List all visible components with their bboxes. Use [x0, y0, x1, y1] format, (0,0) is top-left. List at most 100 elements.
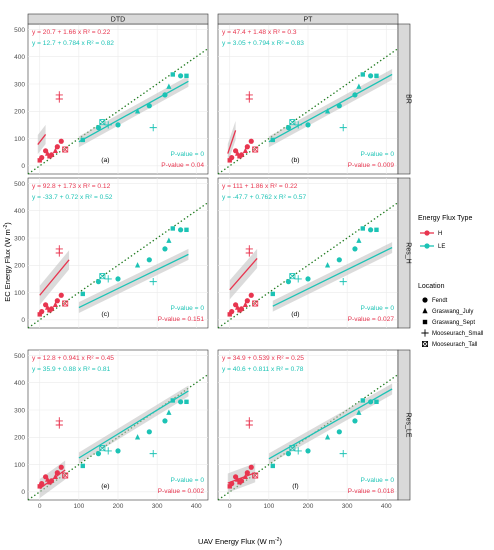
x-tick-label: 300	[342, 503, 353, 510]
one-to-one-line	[217, 48, 399, 175]
x-tick-label: 100	[263, 503, 274, 510]
data-point-H	[242, 473, 248, 480]
y-tick-label: 200	[14, 435, 25, 442]
data-point-LE	[352, 246, 358, 252]
panel-label: (b)	[291, 157, 299, 164]
data-point-H	[248, 138, 254, 144]
panel-label: (d)	[291, 311, 299, 318]
data-point-H	[227, 484, 232, 489]
y-tick-label: 100	[14, 462, 25, 469]
panel-label: (c)	[101, 311, 109, 318]
data-point-LE	[374, 399, 379, 405]
column-strip	[27, 13, 209, 25]
data-point-H	[54, 298, 60, 304]
fit-line-LE	[78, 390, 189, 459]
data-point-LE	[162, 418, 168, 424]
data-point-LE	[99, 119, 106, 126]
data-point-LE	[166, 409, 172, 415]
p-value-H: P-value = 0.018	[348, 488, 395, 495]
data-point-H	[54, 144, 60, 150]
data-point-LE	[166, 237, 172, 243]
data-point-LE	[324, 108, 331, 114]
data-point-LE	[80, 137, 85, 143]
equation-H: y = 92.8 + 1.73 x R² = 0.12	[32, 183, 111, 190]
data-point-H	[58, 292, 64, 298]
p-value-LE: P-value = 0	[170, 305, 204, 312]
equation-H: y = 47.4 + 1.48 x R² = 0.3	[222, 29, 297, 36]
data-point-H	[245, 421, 253, 429]
data-point-LE	[305, 276, 311, 282]
legend-type-label: H	[438, 231, 442, 237]
data-point-H	[244, 144, 250, 150]
legend-type-label: LE	[438, 244, 445, 250]
data-point-LE	[374, 227, 379, 233]
data-point-LE	[134, 434, 141, 440]
y-axis-unit-power: -2	[3, 225, 9, 230]
y-tick-label: 300	[14, 81, 25, 88]
y-tick-label: 300	[14, 235, 25, 242]
y-tick-label: 100	[14, 136, 25, 143]
p-value-LE: P-value = 0	[360, 477, 394, 484]
p-value-H: P-value = 0.009	[348, 162, 395, 169]
y-tick-label: 500	[14, 353, 25, 360]
data-point-LE	[339, 450, 347, 458]
p-value-H: P-value = 0.151	[158, 316, 205, 323]
p-value-H: P-value = 0.027	[348, 316, 395, 323]
y-tick-label: 0	[21, 163, 25, 170]
row-strip	[397, 177, 411, 329]
legend-key-point	[424, 230, 430, 236]
equation-H: y = 111 + 1.86 x R² = 0.22	[222, 183, 298, 190]
data-point-LE	[305, 122, 311, 128]
y-tick-label: 300	[14, 407, 25, 414]
data-point-LE	[95, 279, 102, 285]
column-strip-label: PT	[304, 17, 314, 24]
data-point-LE	[336, 257, 342, 263]
panel-label: (f)	[292, 483, 298, 490]
data-point-LE	[360, 72, 365, 77]
fit-line-LE	[268, 73, 393, 143]
data-point-H	[55, 249, 63, 257]
panel-label: (e)	[101, 483, 109, 490]
y-tick-label: 400	[14, 54, 25, 61]
panel-4: y = 12.8 + 0.941 x R² = 0.45 y = 35.9 + 0…	[27, 349, 209, 501]
row-strip	[397, 349, 411, 501]
y-tick-label: 500	[14, 27, 25, 34]
legend-location-label: Graswang_July	[432, 309, 473, 315]
data-point-LE	[339, 124, 347, 132]
panel-label: (a)	[101, 157, 109, 164]
data-point-LE	[285, 279, 292, 285]
data-point-H	[52, 473, 58, 480]
equation-H: y = 34.9 + 0.539 x R² = 0.25	[222, 355, 304, 362]
equation-LE: y = 3.05 + 0.794 x R² = 0.83	[222, 40, 304, 47]
data-point-LE	[270, 137, 275, 143]
data-point-LE	[294, 121, 302, 129]
data-point-LE	[289, 119, 296, 126]
data-point-LE	[356, 409, 362, 415]
y-tick-label: 0	[21, 489, 25, 496]
data-point-LE	[146, 257, 152, 263]
data-point-LE	[184, 399, 189, 405]
data-point-LE	[352, 92, 358, 98]
data-point-LE	[178, 399, 184, 405]
data-point-LE	[184, 227, 189, 233]
data-point-H	[62, 472, 69, 479]
p-value-H: P-value = 0.04	[161, 162, 204, 169]
data-point-LE	[356, 237, 362, 243]
data-point-LE	[360, 226, 365, 231]
p-value-LE: P-value = 0	[360, 151, 394, 158]
p-value-LE: P-value = 0	[170, 477, 204, 484]
p-value-LE: P-value = 0	[360, 305, 394, 312]
x-tick-label: 100	[73, 503, 84, 510]
x-tick-label: 200	[113, 503, 124, 510]
legend-location-label: Mooseurach_Small	[432, 331, 483, 337]
data-point-H	[245, 95, 253, 103]
data-point-LE	[324, 262, 331, 268]
data-point-LE	[95, 451, 102, 457]
data-point-H	[237, 480, 242, 485]
legend-location-label: Mooseurach_Tall	[432, 342, 477, 348]
fit-line-LE	[272, 246, 393, 307]
data-point-H	[244, 298, 250, 304]
data-point-H	[62, 146, 69, 153]
data-point-LE	[134, 108, 141, 114]
axes-layer: 0 100 200 300 400 500 0 100 200 300 400 500 0 100 200 3…	[14, 27, 392, 510]
